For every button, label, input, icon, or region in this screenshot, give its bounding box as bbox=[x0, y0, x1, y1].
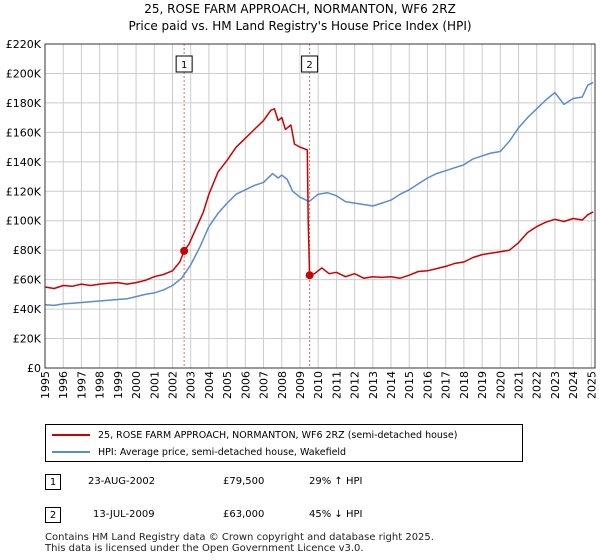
y-tick-label: £100K bbox=[6, 215, 42, 228]
x-tick-label: 2025 bbox=[585, 371, 598, 399]
sale-marker-label: 2 bbox=[306, 60, 312, 71]
y-tick-label: £0 bbox=[27, 362, 41, 375]
sale-date: 13-JUL-2009 bbox=[93, 509, 155, 520]
x-tick-label: 2018 bbox=[458, 371, 471, 399]
x-tick-label: 2016 bbox=[421, 371, 434, 399]
x-tick-label: 2023 bbox=[549, 371, 562, 399]
y-tick-label: £200K bbox=[6, 67, 42, 80]
sale-hpi-change: 45% ↓ HPI bbox=[309, 509, 363, 520]
y-tick-label: £40K bbox=[13, 303, 42, 316]
sale-badge: 2 bbox=[45, 507, 61, 523]
sale-row: 1 23-AUG-2002 £79,500 29% ↑ HPI bbox=[45, 474, 585, 492]
x-tick-label: 2019 bbox=[476, 371, 489, 399]
x-tick-label: 2003 bbox=[185, 371, 198, 399]
series-line bbox=[44, 108, 594, 290]
x-tick-label: 1997 bbox=[75, 371, 88, 399]
x-tick-label: 2005 bbox=[221, 371, 234, 399]
sale-row: 2 13-JUL-2009 £63,000 45% ↓ HPI bbox=[45, 507, 585, 525]
legend-line-hpi bbox=[52, 451, 90, 453]
footer: Contains HM Land Registry data © Crown c… bbox=[45, 532, 434, 554]
sale-price: £63,000 bbox=[223, 509, 265, 520]
chart-subtitle: Price paid vs. HM Land Registry's House … bbox=[128, 19, 472, 33]
x-tick-label: 2007 bbox=[258, 371, 271, 399]
x-tick-label: 2014 bbox=[385, 371, 398, 399]
x-tick-label: 2002 bbox=[166, 371, 179, 399]
y-tick-label: £160K bbox=[6, 126, 42, 139]
x-tick-label: 2015 bbox=[403, 371, 416, 399]
plot-frame bbox=[44, 43, 596, 369]
y-tick-label: £60K bbox=[13, 274, 42, 287]
x-tick-label: 1998 bbox=[94, 371, 107, 399]
sale-price: £79,500 bbox=[223, 476, 265, 487]
x-tick-label: 2006 bbox=[239, 371, 252, 399]
x-tick-label: 2000 bbox=[130, 371, 143, 399]
x-tick-label: 2009 bbox=[294, 371, 307, 399]
x-tick-label: 2024 bbox=[567, 371, 580, 399]
legend: 25, ROSE FARM APPROACH, NORMANTON, WF6 2… bbox=[45, 424, 523, 462]
sale-marker-box bbox=[301, 55, 319, 73]
sale-badge: 1 bbox=[45, 474, 61, 490]
legend-label-hpi: HPI: Average price, semi-detached house,… bbox=[98, 446, 347, 458]
y-tick-label: £180K bbox=[6, 97, 42, 110]
x-tick-label: 2011 bbox=[330, 371, 343, 399]
sale-point bbox=[305, 271, 314, 280]
x-tick-label: 2022 bbox=[531, 371, 544, 399]
legend-item-property: 25, ROSE FARM APPROACH, NORMANTON, WF6 2… bbox=[52, 427, 457, 443]
sale-point bbox=[180, 246, 189, 255]
sale-hpi-change: 29% ↑ HPI bbox=[309, 476, 363, 487]
footer-line-2: This data is licensed under the Open Gov… bbox=[45, 543, 364, 554]
x-tick-label: 2012 bbox=[349, 371, 362, 399]
x-tick-label: 2017 bbox=[440, 371, 453, 399]
x-tick-label: 2020 bbox=[494, 371, 507, 399]
legend-line-property bbox=[52, 434, 90, 436]
x-tick-label: 1999 bbox=[112, 371, 125, 399]
sale-date: 23-AUG-2002 bbox=[88, 476, 156, 487]
y-tick-label: £140K bbox=[6, 156, 42, 169]
x-tick-label: 2010 bbox=[312, 371, 325, 399]
x-tick-label: 2013 bbox=[367, 371, 380, 399]
y-tick-label: £20K bbox=[13, 333, 42, 346]
legend-item-hpi: HPI: Average price, semi-detached house,… bbox=[52, 444, 346, 460]
chart-title: 25, ROSE FARM APPROACH, NORMANTON, WF6 2… bbox=[144, 2, 456, 16]
plot-area bbox=[45, 44, 595, 368]
y-tick-label: £120K bbox=[6, 185, 42, 198]
x-tick-label: 2001 bbox=[148, 371, 161, 399]
y-tick-label: £220K bbox=[6, 38, 42, 51]
x-tick-label: 2021 bbox=[513, 371, 526, 399]
x-tick-label: 1995 bbox=[39, 371, 52, 399]
series-line bbox=[44, 81, 594, 307]
price-chart: £0 £20K £40K £60K £80K £100K £120K £140K £160K £1… bbox=[6, 38, 599, 399]
sale-marker-label: 1 bbox=[181, 60, 187, 71]
x-tick-label: 1996 bbox=[57, 371, 70, 399]
x-tick-label: 2004 bbox=[203, 371, 216, 399]
legend-label-property: 25, ROSE FARM APPROACH, NORMANTON, WF6 2… bbox=[98, 429, 458, 441]
x-tick-label: 2008 bbox=[276, 371, 289, 399]
y-tick-label: £80K bbox=[13, 244, 42, 257]
sale-marker-box bbox=[175, 55, 193, 73]
footer-line-1: Contains HM Land Registry data © Crown c… bbox=[45, 532, 434, 543]
